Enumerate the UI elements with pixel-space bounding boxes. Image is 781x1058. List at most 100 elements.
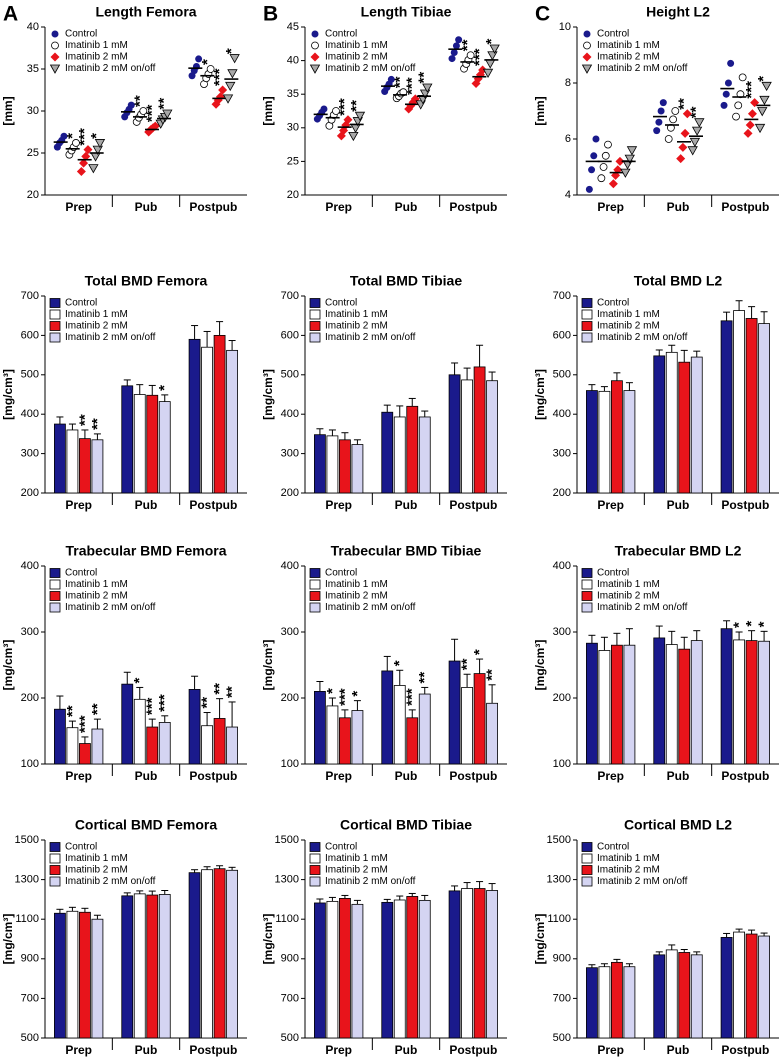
bar — [54, 912, 66, 1039]
significance: * — [324, 688, 341, 694]
data-point — [139, 107, 148, 115]
data-point — [734, 101, 743, 110]
chart-title: Cortical BMD Tibiae — [340, 817, 472, 833]
significance: *** — [144, 104, 161, 122]
legend-label: Imatinib 1 mM — [597, 853, 660, 864]
y-tick-label: 20 — [27, 189, 39, 201]
data-point — [466, 51, 475, 60]
legend-label: Imatinib 1 mM — [325, 579, 388, 590]
y-tick-label: 300 — [553, 448, 571, 460]
data-point — [81, 151, 91, 161]
x-tick-label: Pub — [667, 498, 690, 512]
x-tick-label: Postpub — [189, 498, 237, 512]
legend-label: Imatinib 2 mM — [65, 591, 128, 602]
significance: * — [755, 76, 772, 82]
y-tick-label: 25 — [27, 147, 39, 159]
y-tick-label: 400 — [21, 560, 39, 572]
y-tick-label: 400 — [553, 408, 571, 420]
bar — [665, 644, 678, 765]
data-point — [727, 59, 735, 67]
bar — [486, 702, 498, 765]
y-tick-label: 1100 — [547, 913, 571, 925]
y-tick-label: 25 — [287, 155, 299, 167]
y-tick-label: 500 — [553, 369, 571, 381]
x-tick-label: Postpub — [721, 200, 769, 214]
bar — [418, 416, 431, 494]
legend-label: Imatinib 2 mM — [65, 865, 128, 876]
significance: * — [756, 621, 773, 627]
bar — [653, 637, 666, 765]
data-point — [754, 123, 766, 134]
data-point — [657, 107, 665, 115]
data-point — [222, 94, 234, 104]
y-axis-label: [mm] — [533, 96, 547, 125]
bar — [314, 902, 326, 1039]
bar — [339, 717, 351, 765]
bar — [623, 644, 636, 765]
chart-title: Trabecular BMD L2 — [615, 543, 742, 559]
legend-label: Imatinib 2 mM on/off — [325, 602, 416, 613]
significance: * — [349, 691, 366, 697]
y-tick-label: 700 — [281, 290, 299, 302]
significance: ** — [156, 98, 173, 110]
y-tick-label: 100 — [553, 758, 571, 770]
legend-marker — [311, 30, 319, 38]
data-point — [743, 128, 753, 138]
y-axis-label: [mg/cm³] — [261, 369, 275, 420]
panel-label: B — [263, 3, 278, 26]
significance: *** — [144, 697, 161, 715]
data-point — [343, 115, 353, 125]
bar — [473, 366, 486, 494]
legend-label: Imatinib 2 mM — [65, 52, 128, 63]
legend-label: Imatinib 1 mM — [597, 309, 660, 320]
y-tick-label: 1300 — [275, 874, 299, 886]
bar — [758, 323, 770, 494]
legend-label: Control — [597, 298, 629, 309]
data-point — [691, 126, 703, 136]
legend-swatch — [309, 602, 321, 613]
y-tick-label: 300 — [21, 448, 39, 460]
legend-swatch — [49, 568, 61, 578]
chart-title: Height L2 — [646, 4, 710, 20]
data-point — [448, 55, 456, 63]
bar — [79, 438, 91, 494]
data-point — [678, 142, 688, 152]
significance: ** — [224, 686, 241, 698]
bar — [314, 691, 326, 765]
bar — [91, 918, 104, 1039]
y-tick-label: 200 — [281, 487, 299, 499]
bar — [133, 698, 146, 765]
significance: ** — [459, 39, 476, 51]
data-point — [348, 131, 359, 142]
bar — [146, 394, 159, 494]
legend-label: Imatinib 2 mM on/off — [597, 63, 688, 74]
legend-swatch — [49, 853, 61, 864]
bar — [133, 893, 146, 1039]
y-axis-label: [mg/cm³] — [1, 369, 15, 420]
legend-label: Control — [597, 842, 629, 853]
data-point — [354, 111, 366, 122]
data-point — [455, 36, 463, 44]
legend-marker — [51, 41, 59, 50]
bar — [146, 894, 159, 1039]
legend-marker — [49, 64, 61, 74]
data-point — [588, 166, 596, 174]
significance: *** — [404, 77, 421, 95]
bar — [461, 379, 473, 494]
bar — [448, 890, 461, 1039]
y-tick-label: 200 — [21, 487, 39, 499]
bar — [66, 429, 79, 494]
chart-title: Trabecular BMD Femora — [65, 543, 226, 559]
legend-label: Control — [597, 568, 629, 579]
legend-swatch — [309, 298, 321, 308]
legend-label: Imatinib 1 mM — [65, 853, 128, 864]
bar — [213, 718, 226, 765]
significance: * — [88, 133, 105, 139]
data-point — [72, 139, 80, 147]
legend-swatch — [49, 579, 61, 590]
data-point — [590, 152, 598, 160]
legend-swatch — [49, 309, 61, 320]
bar — [406, 405, 419, 494]
legend-marker — [583, 41, 591, 50]
y-tick-label: 700 — [553, 992, 571, 1004]
